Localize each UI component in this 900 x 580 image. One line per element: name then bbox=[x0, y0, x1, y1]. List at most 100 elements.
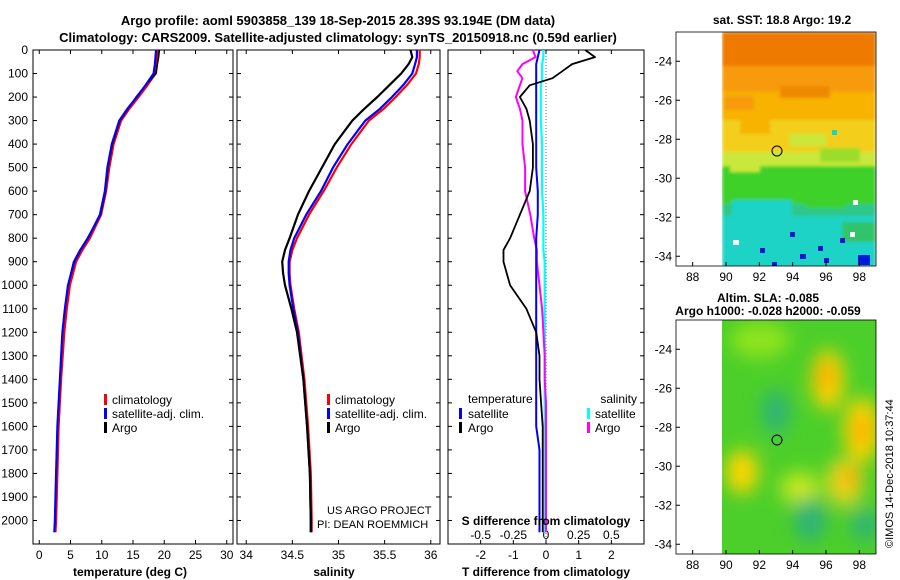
figure-title-line1: Argo profile: aoml 5903858_139 18-Sep-20… bbox=[121, 13, 555, 28]
map-y-tick-label: -32 bbox=[655, 210, 673, 224]
x-tick-label: 30 bbox=[220, 548, 234, 562]
temperature-x-axis: 0 5 10 15 20 25 30 bbox=[36, 50, 234, 562]
legend-head-salinity: salinity bbox=[600, 392, 637, 406]
legend-label-clim: climatology bbox=[335, 393, 395, 407]
legend-swatch-sat-t bbox=[459, 408, 462, 419]
x-tick-label: 0 bbox=[543, 548, 550, 562]
x-tick-label: 10 bbox=[95, 548, 109, 562]
x-tick-label: 15 bbox=[126, 548, 140, 562]
sst-map-title: sat. SST: 18.8 Argo: 19.2 bbox=[713, 13, 852, 27]
depth-tick-label: 400 bbox=[8, 137, 28, 151]
x-tick-label: 35.5 bbox=[373, 548, 397, 562]
depth-tick-label: 1500 bbox=[1, 396, 28, 410]
map-x-tick-label: 94 bbox=[786, 270, 800, 284]
legend-label-argo-s: Argo bbox=[595, 421, 621, 435]
x-tick-label: 35 bbox=[332, 548, 346, 562]
x-tick-label: 36 bbox=[424, 548, 438, 562]
map-x-tick-label: 88 bbox=[686, 270, 700, 284]
x-tick-label: 0 bbox=[36, 548, 43, 562]
legend-label-sat-s: satellite bbox=[595, 407, 636, 421]
legend-swatch-clim bbox=[327, 394, 330, 405]
depth-tick-label: 200 bbox=[8, 90, 28, 104]
map-x-tick-label: 88 bbox=[686, 558, 700, 572]
salinity-x-axis: 34 34.5 35 35.5 36 bbox=[240, 50, 438, 562]
x-tick-label: -2 bbox=[475, 548, 486, 562]
temperature-series bbox=[53, 49, 161, 533]
legend-swatch-argo bbox=[104, 422, 107, 433]
x-tick-label: 34 bbox=[240, 548, 254, 562]
tdiff-x-axis: -2 -1 0 1 2 bbox=[475, 50, 615, 562]
depth-tick-label: 1100 bbox=[2, 302, 28, 316]
salinity-panel bbox=[236, 49, 441, 545]
x-tick-label: 1 bbox=[575, 548, 582, 562]
legend-swatch-sat bbox=[104, 408, 107, 419]
credit-line1: US ARGO PROJECT bbox=[327, 505, 432, 517]
legend-head-temperature: temperature bbox=[468, 392, 533, 406]
legend-swatch-argo-s bbox=[587, 422, 590, 433]
depth-tick-label: 2000 bbox=[1, 513, 28, 527]
x2-tick-label: 0.25 bbox=[567, 528, 591, 542]
sla-map-image bbox=[722, 320, 876, 554]
tdiff-satellite-line bbox=[535, 49, 541, 533]
sla-map-title1: Altim. SLA: -0.085 bbox=[717, 291, 819, 305]
map-x-tick-label: 98 bbox=[853, 270, 867, 284]
map-y-tick-label: -26 bbox=[655, 93, 673, 107]
figure-title-line2: Climatology: CARS2009. Satellite-adjuste… bbox=[59, 30, 617, 45]
legend-swatch-argo bbox=[327, 422, 330, 433]
depth-tick-label: 100 bbox=[8, 67, 28, 81]
legend-label-sat: satellite-adj. clim. bbox=[112, 407, 204, 421]
legend-label-argo-t: Argo bbox=[468, 421, 494, 435]
map-y-tick-label: -26 bbox=[655, 381, 673, 395]
x2-tick-label: -0.25 bbox=[500, 528, 528, 542]
legend-label-sat-t: satellite bbox=[468, 407, 509, 421]
x2-tick-label: 0 bbox=[543, 528, 550, 542]
depth-tick-label: 1600 bbox=[1, 419, 28, 433]
x2-tick-label: -0.5 bbox=[470, 528, 491, 542]
legend-label-argo: Argo bbox=[112, 421, 138, 435]
map-y-tick-label: -34 bbox=[655, 537, 673, 551]
x-tick-label: 20 bbox=[158, 548, 172, 562]
depth-tick-label: 0 bbox=[21, 43, 28, 57]
legend-swatch-sat-s bbox=[587, 408, 590, 419]
argo-position-marker-sla bbox=[771, 434, 783, 446]
map-x-tick-label: 90 bbox=[719, 270, 733, 284]
sla-map-axes: 88 90 92 94 96 98 -24 -26 -28 -30 -32 -34 bbox=[655, 342, 867, 572]
map-y-tick-label: -34 bbox=[655, 249, 673, 263]
depth-tick-label: 1700 bbox=[1, 443, 28, 457]
map-x-tick-label: 90 bbox=[719, 558, 733, 572]
legend-swatch-sat bbox=[327, 408, 330, 419]
temperature-legend: climatology satellite-adj. clim. Argo bbox=[104, 393, 204, 435]
sdiff-xlabel: S difference from climatology bbox=[462, 514, 631, 528]
salinity-satellite-line bbox=[287, 50, 418, 533]
depth-tick-label: 1800 bbox=[1, 466, 28, 480]
difference-legend: temperature satellite Argo salinity sate… bbox=[459, 392, 637, 435]
depth-tick-label: 600 bbox=[8, 184, 28, 198]
map-x-tick-label: 96 bbox=[819, 558, 833, 572]
sla-map-frame bbox=[675, 319, 877, 555]
sla-map-title2: Argo h1000: -0.028 h2000: -0.059 bbox=[675, 304, 861, 318]
depth-tick-label: 1300 bbox=[1, 349, 28, 363]
map-y-tick-label: -28 bbox=[655, 132, 673, 146]
legend-swatch-clim bbox=[104, 394, 107, 405]
credit-line2: PI: DEAN ROEMMICH bbox=[317, 519, 428, 531]
depth-tick-label: 700 bbox=[8, 208, 28, 222]
x-tick-label: 5 bbox=[67, 548, 74, 562]
x-tick-label: 2 bbox=[608, 548, 615, 562]
depth-tick-label: 900 bbox=[8, 255, 28, 269]
sst-map-frame bbox=[675, 31, 877, 267]
difference-series bbox=[502, 49, 596, 533]
temperature-panel bbox=[32, 49, 234, 545]
x2-tick-label: 0.5 bbox=[603, 528, 620, 542]
salinity-argo-line bbox=[281, 49, 414, 533]
map-x-tick-label: 92 bbox=[753, 270, 767, 284]
legend-label-sat: satellite-adj. clim. bbox=[335, 407, 427, 421]
x-tick-label: -1 bbox=[508, 548, 519, 562]
x-tick-label: 25 bbox=[189, 548, 203, 562]
map-y-tick-label: -32 bbox=[655, 498, 673, 512]
x-tick-label: 34.5 bbox=[281, 548, 305, 562]
sst-map-image bbox=[722, 32, 876, 266]
map-y-tick-label: -24 bbox=[655, 54, 673, 68]
legend-swatch-argo-t bbox=[459, 422, 462, 433]
sdiff-satellite-line bbox=[539, 50, 546, 533]
